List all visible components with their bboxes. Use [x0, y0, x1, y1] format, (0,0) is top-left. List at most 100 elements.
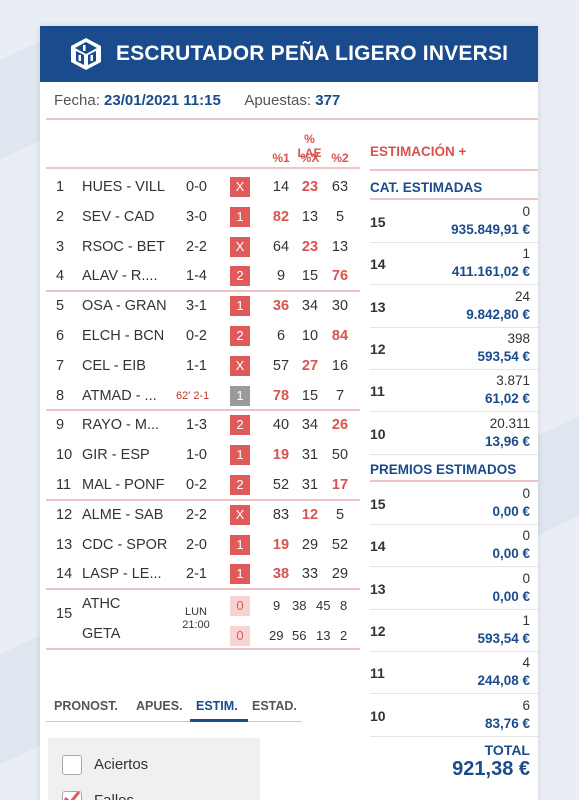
match-result: 62' 2-1: [176, 389, 210, 402]
category-amount: 244,08 €: [477, 673, 530, 689]
match-row[interactable]: 10 GIR - ESP 1-0 1 19 31 50: [46, 440, 360, 470]
match-sign: 1: [230, 445, 250, 466]
match-teams: CDC - SPOR: [82, 536, 168, 553]
match-row[interactable]: 1 HUES - VILL 0-0 X 14 23 63: [46, 172, 360, 202]
category-count: 0: [522, 528, 530, 544]
category-number: 13: [370, 298, 386, 315]
pct-1: 38: [272, 566, 290, 583]
pct-2: 84: [331, 328, 349, 344]
premios-divider: [370, 480, 538, 482]
match-result: 2-0: [186, 536, 207, 553]
match-row[interactable]: 5 OSA - GRAN 3-1 1 36 34 30: [46, 291, 360, 321]
category-amount: 0,00 €: [492, 504, 530, 519]
fallos-label: Fallos: [94, 792, 134, 800]
pct-1: 40: [272, 417, 290, 434]
app-header: ESCRUTADOR PEÑA LIGERO INVERSI: [40, 26, 538, 82]
category-number: 10: [370, 707, 386, 724]
group-divider: [46, 588, 360, 591]
info-bar: Fecha: 23/01/2021 11:15 Apuestas: 377: [54, 92, 340, 109]
match-row[interactable]: 7 CEL - EIB 1-1 X 57 27 16: [46, 351, 360, 381]
match-row[interactable]: 2 SEV - CAD 3-0 1 82 13 5: [46, 202, 360, 232]
pct-1: 9: [276, 268, 286, 285]
pleno-num: 15: [56, 606, 73, 622]
apuestas-value: 377: [315, 92, 341, 109]
match-teams: SEV - CAD: [82, 208, 155, 225]
category-count: 398: [507, 330, 530, 346]
estimacion-divider: [370, 169, 538, 171]
match-number: 1: [56, 179, 65, 195]
tab-estim[interactable]: ESTIM.: [196, 699, 238, 713]
match-row[interactable]: 4 ALAV - R.... 1-4 2 9 15 76: [46, 261, 360, 291]
bottom-tabs: PRONOST. APUES. ESTIM. ESTAD.: [46, 690, 302, 722]
category-number: 12: [370, 622, 386, 639]
category-number: 13: [370, 580, 386, 597]
match-teams: HUES - VILL: [82, 179, 165, 195]
category-count: 4: [522, 655, 530, 671]
fallos-checkbox[interactable]: [62, 791, 82, 800]
category-count: 1: [522, 612, 530, 628]
pleno-time: 21:00: [182, 619, 210, 631]
pct-x: 23: [301, 179, 319, 195]
match-teams: OSA - GRAN: [82, 298, 167, 315]
fecha-label: Fecha:: [54, 92, 100, 109]
match-row[interactable]: 9 RAYO - M... 1-3 2 40 34 26: [46, 410, 360, 440]
category-amount: 9.842,80 €: [466, 306, 530, 322]
pleno-away-pct: 56: [292, 628, 307, 643]
pct-1: 6: [276, 328, 286, 344]
pct-1: 57: [272, 357, 290, 374]
match-number: 6: [56, 328, 65, 344]
category-amount: 0,00 €: [492, 546, 530, 562]
category-row: 15 0 0,00 €: [370, 483, 538, 525]
match-teams: LASP - LE...: [82, 566, 162, 583]
pct-2: 76: [331, 268, 349, 285]
match-number: 13: [56, 536, 73, 553]
match-row[interactable]: 14 LASP - LE... 2-1 1 38 33 29: [46, 559, 360, 589]
pct-x: 33: [301, 566, 319, 583]
group-divider: [46, 409, 360, 412]
fecha-value: 23/01/2021 11:15: [104, 92, 221, 109]
app-title: ESCRUTADOR PEÑA LIGERO INVERSI: [116, 42, 509, 65]
check-icon: [63, 791, 81, 800]
match-result: 1-0: [186, 447, 207, 464]
tab-estad[interactable]: ESTAD.: [252, 699, 297, 713]
match-sign: X: [230, 504, 250, 525]
pct-x: 15: [301, 268, 319, 285]
tab-pronost[interactable]: PRONOST.: [54, 699, 118, 713]
match-sign: X: [230, 236, 250, 257]
match-row[interactable]: 11 MAL - PONF 0-2 2 52 31 17: [46, 470, 360, 500]
pct-x: 10: [301, 328, 319, 344]
filter-options: Aciertos Fallos: [48, 738, 260, 800]
aciertos-checkbox[interactable]: [62, 755, 82, 775]
match-sign: 1: [230, 385, 250, 406]
category-count: 1: [522, 246, 530, 262]
category-row: 15 0 935.849,91 €: [370, 201, 538, 243]
match-row[interactable]: 12 ALME - SAB 2-2 X 83 12 5: [46, 500, 360, 530]
match-result: 3-1: [186, 298, 207, 315]
estimacion-title: ESTIMACIÓN +: [370, 144, 467, 159]
info-divider: [46, 118, 538, 120]
match-number: 8: [56, 387, 65, 404]
pleno-home-pct: 45: [316, 598, 331, 613]
pleno-home: ATHC: [82, 596, 121, 612]
lae-col-1: %1: [272, 151, 290, 165]
match-row[interactable]: 3 RSOC - BET 2-2 X 64 23 13: [46, 232, 360, 262]
pct-x: 34: [301, 417, 319, 434]
match-result: 2-2: [186, 238, 207, 255]
match-number: 3: [56, 238, 65, 255]
match-row[interactable]: 6 ELCH - BCN 0-2 2 6 10 84: [46, 321, 360, 351]
pct-x: 31: [301, 447, 319, 464]
pleno-home-sign: 0: [230, 596, 250, 616]
category-amount: 411.161,02 €: [451, 264, 530, 280]
match-sign: 2: [230, 326, 250, 346]
match-sign: 2: [230, 415, 250, 436]
match-teams: MAL - PONF: [82, 477, 165, 493]
category-row: 11 3.871 61,02 €: [370, 370, 538, 413]
cat-estimadas-title: CAT. ESTIMADAS: [370, 180, 483, 195]
match-row[interactable]: 8 ATMAD - ... 62' 2-1 1 78 15 7: [46, 381, 360, 411]
match-result: 3-0: [186, 208, 207, 225]
tab-apues[interactable]: APUES.: [136, 699, 183, 713]
category-row: 14 0 0,00 €: [370, 525, 538, 568]
pct-x: 27: [301, 357, 319, 374]
pct-2: 63: [331, 179, 349, 195]
match-row[interactable]: 13 CDC - SPOR 2-0 1 19 29 52: [46, 530, 360, 560]
